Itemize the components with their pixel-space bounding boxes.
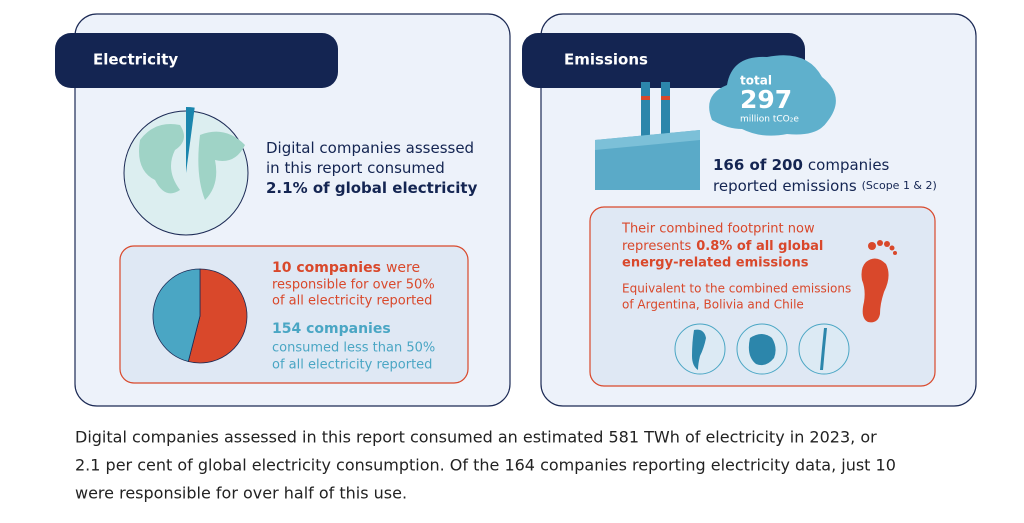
- country-shape: [820, 328, 827, 370]
- cloud: [709, 55, 836, 136]
- footprint-icon: [861, 240, 897, 323]
- total-unit: million tCO₂e: [740, 115, 799, 125]
- text: reported emissions: [713, 177, 857, 195]
- split-pie: [152, 268, 248, 364]
- bold-text: 166 of 200: [713, 156, 803, 174]
- caption-line: 2.1 per cent of global electricity consu…: [75, 456, 896, 475]
- chimney: [661, 82, 670, 137]
- pie-slice: [152, 268, 201, 363]
- globe-text: Digital companies assessed: [266, 139, 474, 157]
- country-shape: [748, 334, 776, 366]
- toe: [889, 245, 895, 251]
- footprint-text: represents 0.8% of all global: [622, 239, 823, 254]
- text: companies: [808, 156, 890, 174]
- panel-header: [55, 33, 338, 88]
- factory-roof: [595, 130, 700, 150]
- globe-text: 2.1% of global electricity: [266, 179, 478, 197]
- group-text: responsible for over 50%: [272, 278, 435, 293]
- total-value: 297: [740, 85, 792, 114]
- caption-line: Digital companies assessed in this repor…: [75, 428, 877, 447]
- caption-line: were responsible for over half of this u…: [75, 484, 407, 503]
- footprint-text: Their combined footprint now: [621, 222, 815, 237]
- chimney-band: [641, 96, 650, 100]
- globe-slice: [186, 107, 195, 173]
- group-text: 154 companies: [272, 321, 391, 337]
- group-text: of all electricity reported: [272, 358, 432, 373]
- text: were: [386, 260, 420, 276]
- chimney: [641, 82, 650, 137]
- chimney-band: [661, 96, 670, 100]
- factory-icon: [595, 82, 700, 190]
- toe: [868, 242, 876, 250]
- globe: [123, 107, 249, 236]
- group-text: consumed less than 50%: [272, 341, 435, 356]
- globe-text: in this report consumed: [266, 159, 445, 177]
- text-line: in this report consumed: [266, 159, 445, 177]
- equivalent-text: Equivalent to the combined emissions: [622, 282, 851, 296]
- pie-slice: [187, 268, 248, 364]
- foot: [861, 258, 889, 323]
- group-text: 10 companies were: [272, 260, 420, 276]
- toe: [893, 251, 897, 255]
- group-text: of all electricity reported: [272, 294, 432, 309]
- country-icons: [674, 323, 850, 375]
- reported-text: 166 of 200 companies: [713, 156, 890, 174]
- country-shape: [692, 329, 706, 370]
- panel-title: Emissions: [564, 51, 648, 69]
- bold-text: 10 companies: [272, 260, 381, 276]
- reported-text: reported emissions (Scope 1 & 2): [713, 177, 937, 195]
- panel-title: Electricity: [93, 51, 178, 69]
- bold-text: 0.8% of all global: [696, 239, 823, 254]
- total-label: total: [740, 74, 772, 88]
- footprint-text: energy-related emissions: [622, 256, 809, 271]
- text: represents: [622, 239, 691, 254]
- toe: [877, 240, 883, 246]
- text-line: 2.1% of global electricity: [266, 179, 478, 197]
- equivalent-text: of Argentina, Bolivia and Chile: [622, 298, 804, 312]
- globe-land: [139, 124, 245, 200]
- note: (Scope 1 & 2): [862, 179, 937, 192]
- text-line: Digital companies assessed: [266, 139, 474, 157]
- toe: [884, 241, 890, 247]
